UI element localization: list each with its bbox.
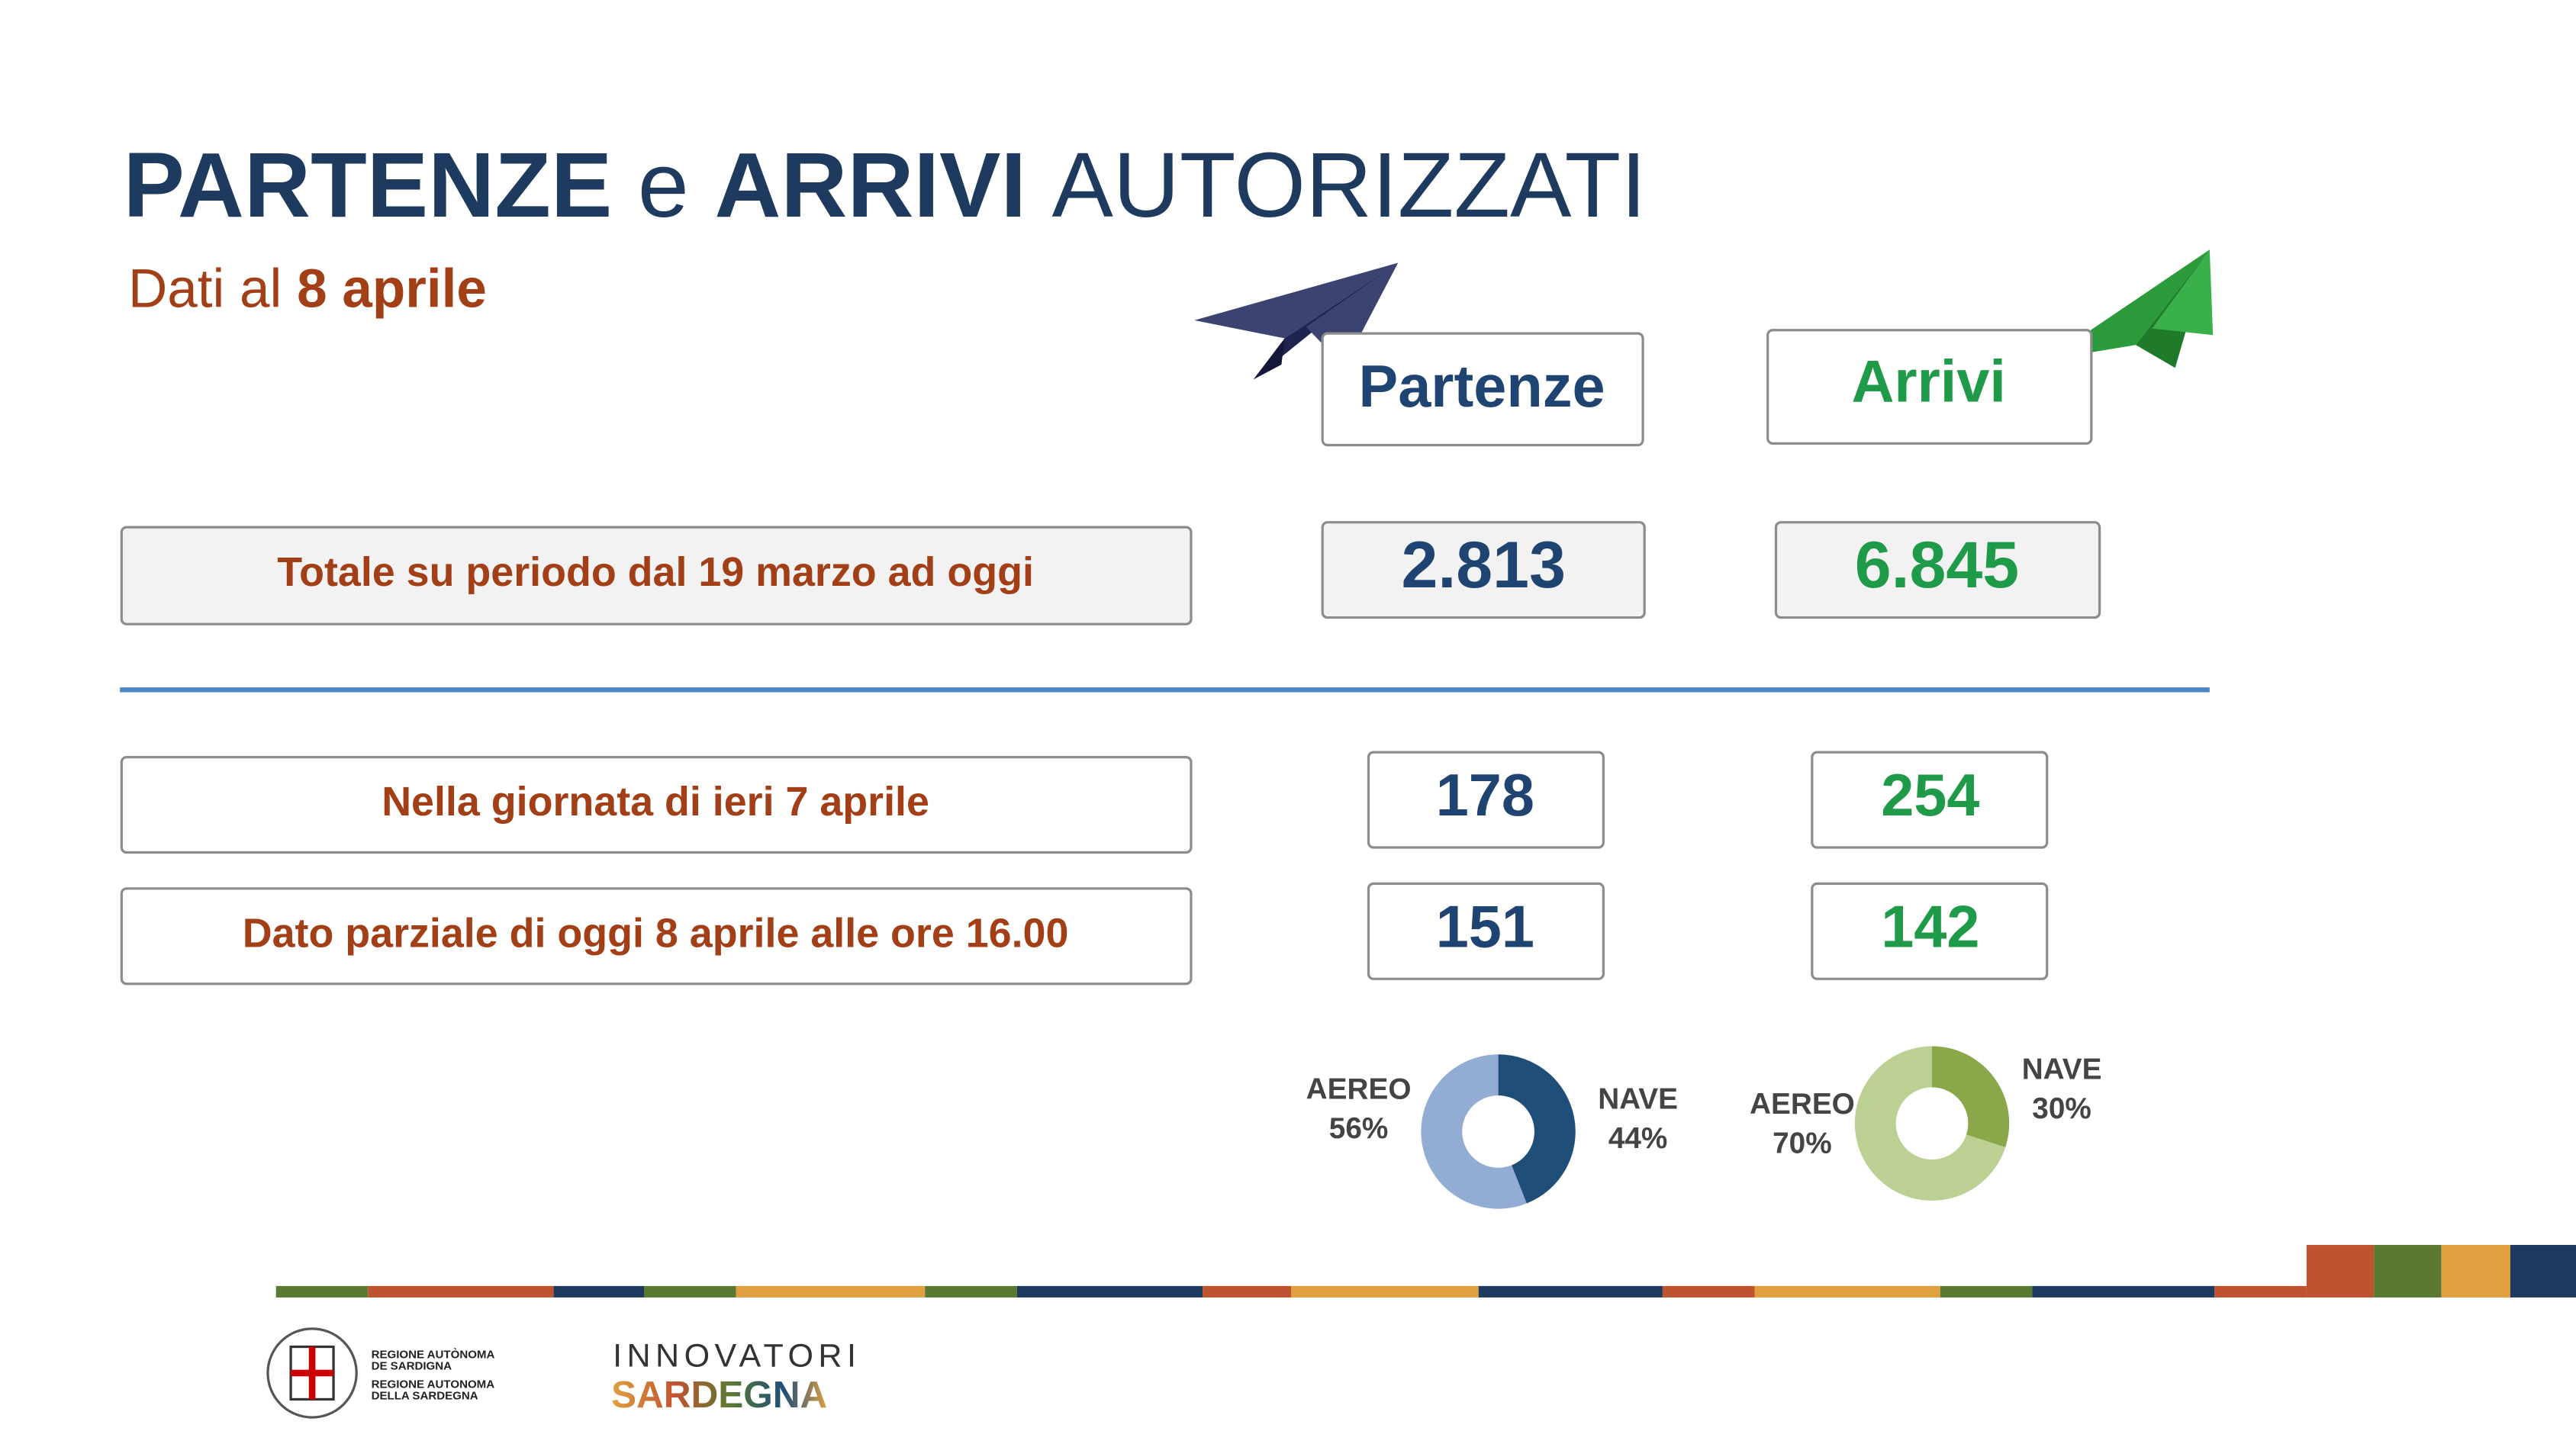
column-header-box	[1766, 329, 2093, 445]
column-header-box	[1321, 332, 1644, 447]
value-box	[1367, 882, 1605, 980]
region-text: DE SARDIGNA	[372, 1360, 452, 1373]
value: 2.813	[1401, 529, 1565, 602]
value: 151	[1436, 894, 1534, 960]
row-label: Dato parziale di oggi 8 aprile alle ore …	[243, 910, 1069, 956]
title: PARTENZE e ARRIVI AUTORIZZATI	[123, 133, 1646, 236]
value: 254	[1881, 763, 1979, 828]
value: 6.845	[1855, 529, 2019, 602]
coat-of-arms	[266, 1327, 358, 1419]
donut-value-label: 44%	[1608, 1122, 1668, 1155]
donut-name: AEREO	[1750, 1088, 1855, 1121]
donut-segment	[1498, 1054, 1576, 1204]
row-label: Nella giornata di ieri 7 aprile	[382, 779, 929, 825]
subtitle-part: 8 aprile	[297, 259, 487, 320]
donut-name: AEREO	[1306, 1073, 1412, 1105]
title-part: PARTENZE	[123, 133, 612, 236]
value-box	[1811, 751, 2049, 849]
value-box	[1367, 751, 1605, 849]
value: 178	[1436, 763, 1534, 828]
row-label-box	[120, 755, 1193, 854]
donut-segment	[1854, 1046, 2006, 1201]
donut-segment	[1421, 1054, 1527, 1209]
row-label-box	[120, 526, 1193, 626]
donut-value-label: 70%	[1773, 1127, 1832, 1159]
donut-value-label: 30%	[2032, 1092, 2091, 1125]
donut-value-label: 56%	[1329, 1112, 1389, 1145]
donut-segment	[1932, 1046, 2010, 1147]
subtitle-part: Dati al	[128, 259, 282, 320]
value-box	[1774, 521, 2101, 619]
brand-text: INNOVATORI	[613, 1337, 861, 1374]
title-part: e	[638, 133, 689, 236]
title-part: ARRIVI	[714, 133, 1026, 236]
row-label-box	[120, 887, 1193, 986]
value: 142	[1881, 894, 1979, 960]
brand-text: SARDEGNA	[611, 1374, 827, 1416]
region-text: REGIONE AUTÒNOMA	[372, 1348, 495, 1362]
region-text: REGIONE AUTONOMA	[372, 1378, 495, 1391]
region-text: DELLA SARDEGNA	[372, 1389, 478, 1402]
column-header: Partenze	[1359, 354, 1605, 420]
donut-name: NAVE	[1598, 1082, 1678, 1115]
color-strip	[275, 1245, 2576, 1298]
donut-name: NAVE	[2022, 1053, 2102, 1086]
subtitle: Dati al 8 aprile	[128, 259, 487, 320]
value-box	[1811, 882, 2049, 980]
title-part: AUTORIZZATI	[1051, 133, 1646, 236]
value-box	[1321, 521, 1646, 619]
row-label: Totale su periodo dal 19 marzo ad oggi	[277, 549, 1034, 595]
column-header: Arrivi	[1851, 349, 2005, 414]
